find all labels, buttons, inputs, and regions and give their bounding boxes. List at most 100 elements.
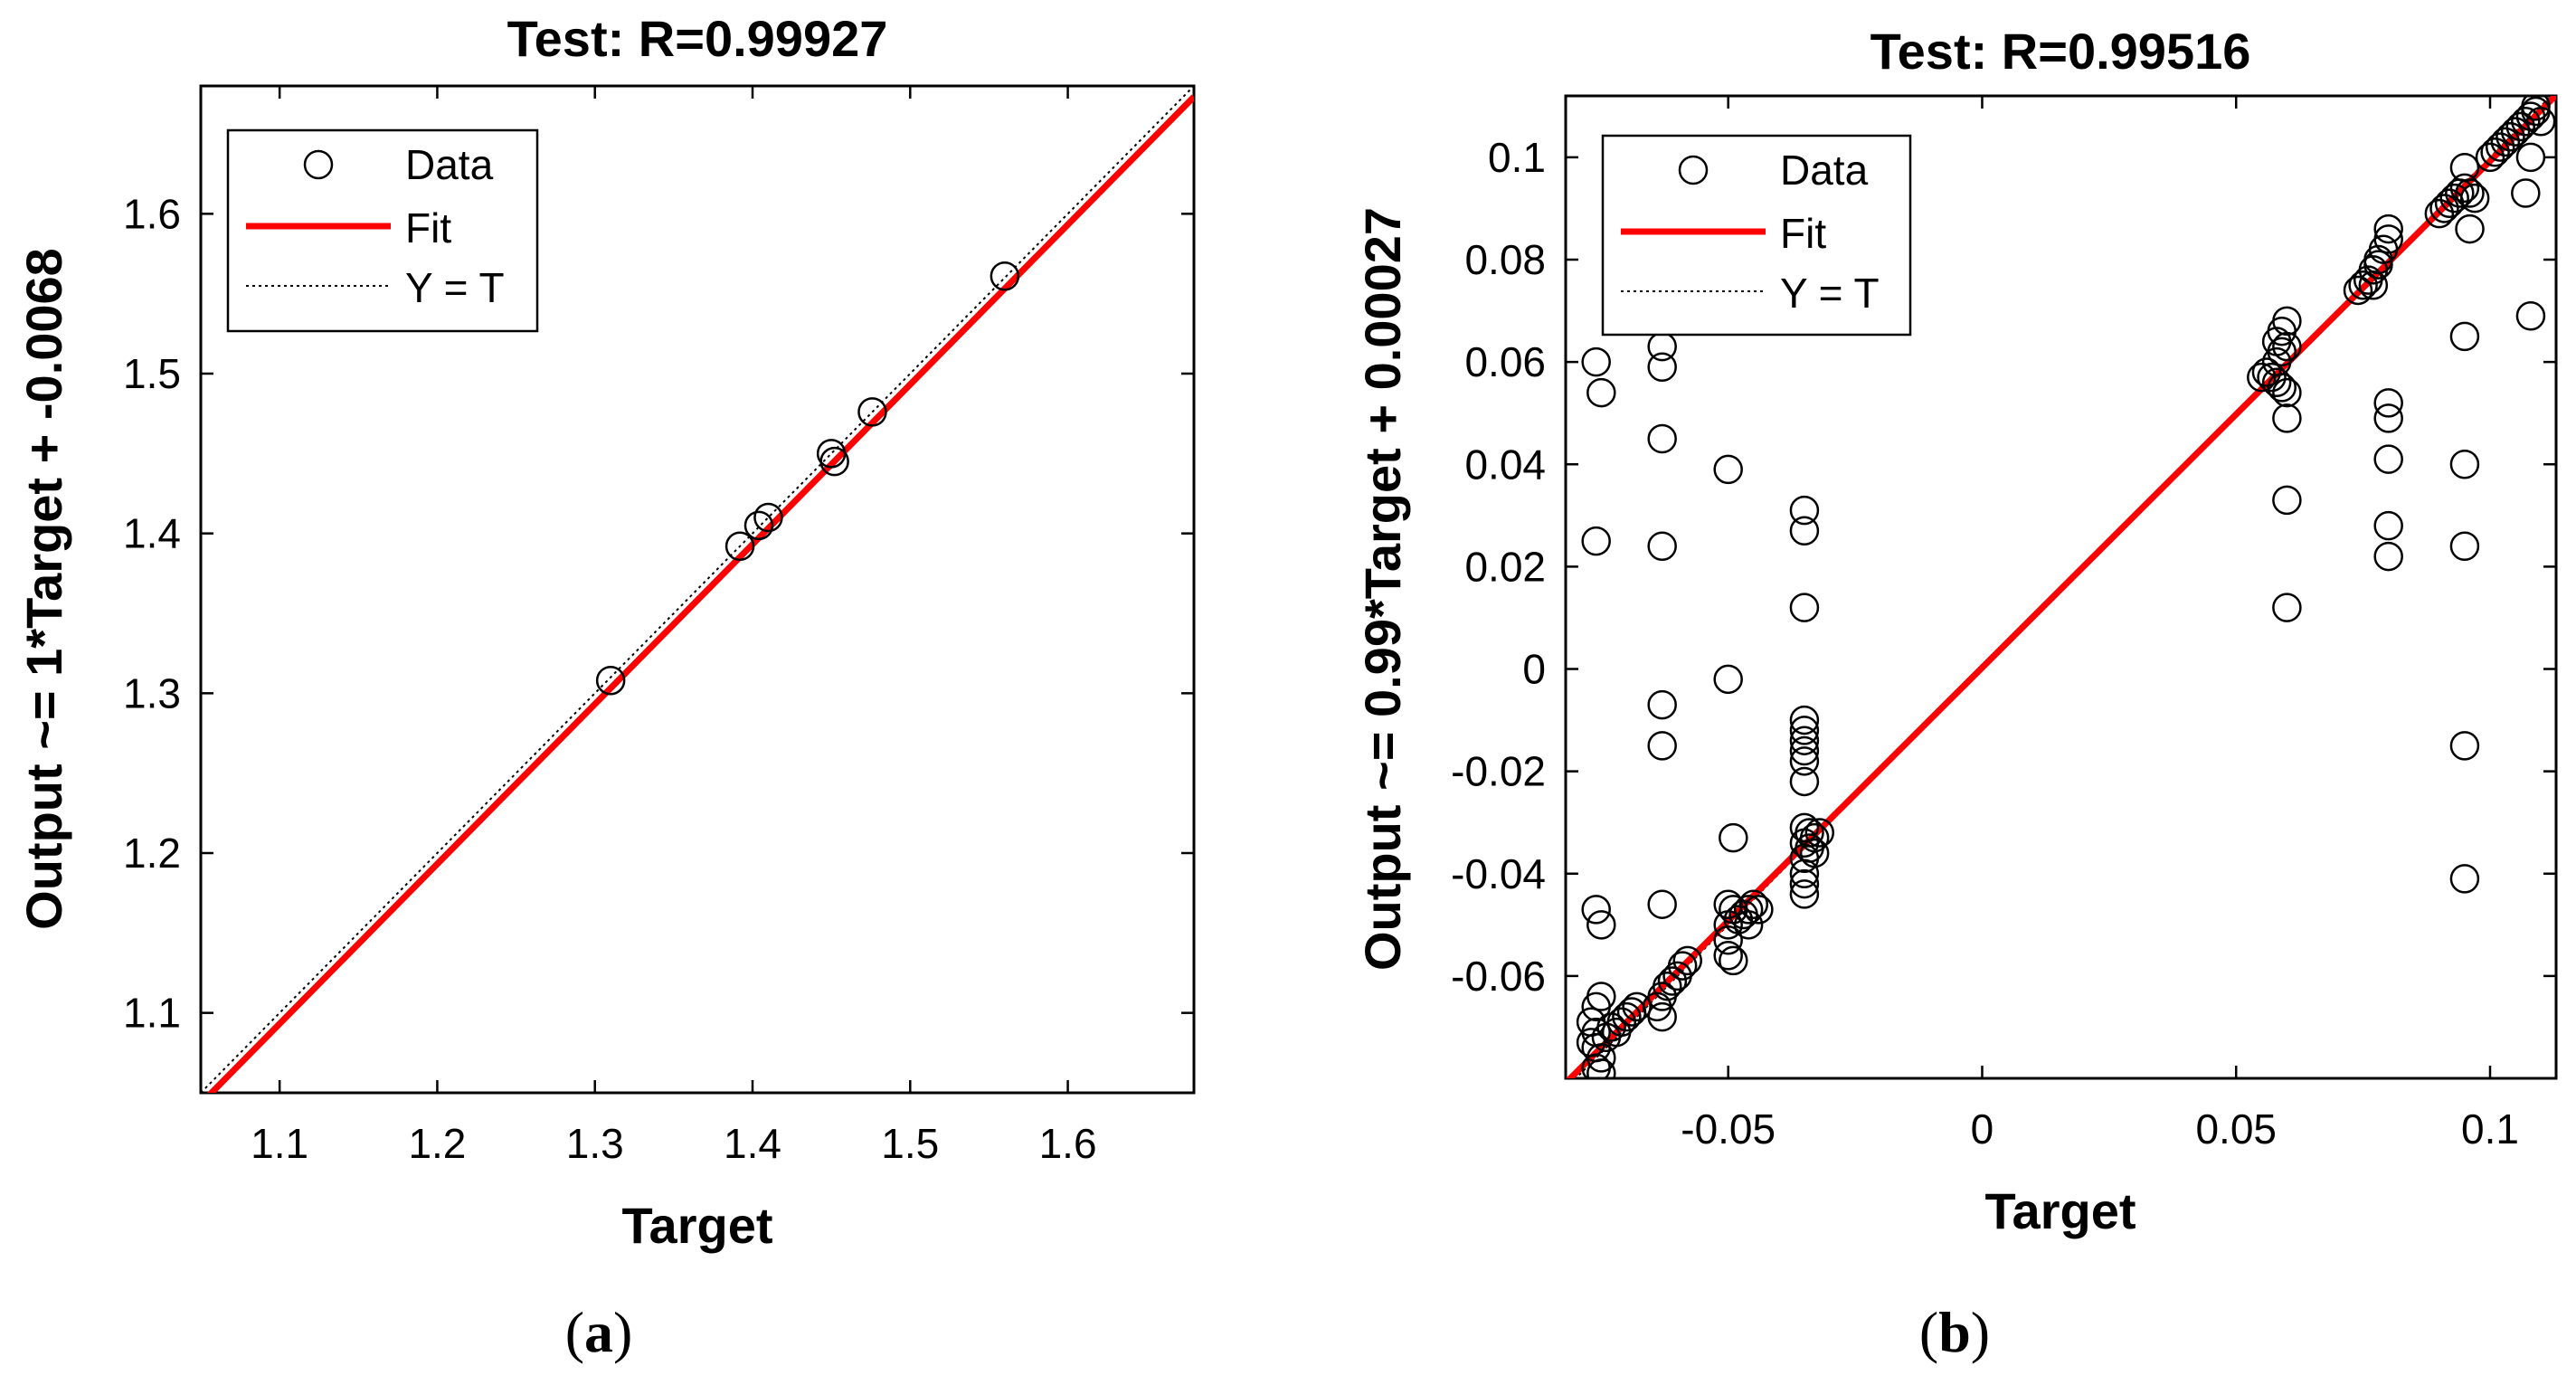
data-point <box>2525 107 2556 137</box>
data-point <box>1586 910 1616 940</box>
data-point <box>2439 183 2469 213</box>
chart-panel-a: Test: R=0.99927 Target Output ~= 1*Targe… <box>15 10 1196 1254</box>
data-point <box>1789 716 1820 745</box>
data-point <box>2475 142 2505 173</box>
legend-b: Data Fit Y = T <box>1601 134 1912 337</box>
data-point <box>2521 96 2551 121</box>
data-point <box>1789 726 1820 755</box>
y-tick-label: -0.06 <box>1451 953 1546 1000</box>
data-point <box>2455 178 2485 208</box>
chart-title-b: Test: R=0.99516 <box>1870 23 2251 80</box>
data-point <box>2343 275 2373 306</box>
x-tick-label: -0.05 <box>1681 1105 1776 1153</box>
data-point <box>1789 766 1820 797</box>
points-b <box>1576 96 2556 1078</box>
data-point <box>1672 945 1703 976</box>
data-point <box>2373 213 2403 244</box>
legend-box <box>1601 134 1912 337</box>
data-point <box>2373 224 2403 254</box>
data-point <box>1733 910 1764 940</box>
data-point <box>1733 895 1764 925</box>
data-point <box>2449 864 2480 894</box>
data-point <box>1789 516 1820 546</box>
x-tick-label: 1.5 <box>881 1120 939 1167</box>
data-point <box>1581 895 1611 925</box>
data-point <box>2429 194 2459 223</box>
data-point <box>2424 198 2455 229</box>
data-point <box>2515 300 2546 331</box>
data-point <box>1713 941 1743 971</box>
data-point <box>819 446 849 477</box>
data-point <box>1789 735 1820 766</box>
data-point <box>2449 321 2480 352</box>
x-tick-label: 1.1 <box>251 1120 308 1167</box>
data-point <box>753 502 783 533</box>
data-point <box>2348 270 2378 300</box>
data-point <box>2261 367 2292 397</box>
lines-a <box>201 86 1194 1093</box>
data-point <box>1647 352 1677 383</box>
data-point <box>1744 895 1774 925</box>
legend-data-marker <box>1678 155 1709 185</box>
data-point <box>990 261 1020 291</box>
x-tick-label: 0.05 <box>2195 1105 2277 1153</box>
data-point <box>1586 1058 1616 1078</box>
data-point <box>1719 945 1748 976</box>
chart-panel-b: Test: R=0.99516 Target Output ~= 0.99*Ta… <box>1354 23 2558 1239</box>
x-tick-label: 1.2 <box>408 1120 466 1167</box>
data-point <box>2459 183 2490 213</box>
data-point <box>1581 526 1611 556</box>
data-point <box>2496 122 2525 152</box>
data-point <box>2490 127 2521 157</box>
x-tick-label: 0 <box>1971 1105 1994 1153</box>
y-tick-label: 1.1 <box>123 990 181 1037</box>
legend-entry-label: Fit <box>405 204 451 251</box>
data-point <box>2449 531 2480 561</box>
panel-caption-b: (b) <box>1919 1300 1990 1364</box>
y-axis-label-a: Output ~= 1*Target + -0.0068 <box>15 248 72 930</box>
data-point <box>1667 951 1698 981</box>
data-point <box>2272 377 2302 408</box>
data-point <box>1647 531 1677 561</box>
y-tick-label: 1.4 <box>123 510 181 557</box>
data-point <box>2449 450 2480 479</box>
legend-entry-label: Fit <box>1780 210 1826 257</box>
data-point <box>1795 818 1824 848</box>
data-point <box>2455 213 2485 244</box>
y-tick-label: 0.1 <box>1488 134 1546 181</box>
x-axis-label-a: Target <box>622 1197 773 1254</box>
data-point <box>2485 132 2515 162</box>
y-tick-label: 1.3 <box>123 669 181 716</box>
data-point <box>2373 541 2403 572</box>
x-tick-label: 1.3 <box>566 1120 624 1167</box>
data-point <box>2272 306 2302 337</box>
data-point <box>2251 357 2282 387</box>
legend-box <box>226 128 539 333</box>
x-axis-label-b: Target <box>1985 1182 2136 1239</box>
legend-entry-label: Y = T <box>1780 270 1880 317</box>
panel-caption-a: (a) <box>565 1300 633 1364</box>
identity-line <box>201 86 1194 1093</box>
panel-caption-a-letter: a <box>584 1300 613 1364</box>
data-point <box>1738 889 1769 919</box>
x-tick-label: 0.1 <box>2461 1105 2519 1153</box>
x-tick-label: 1.6 <box>1039 1120 1097 1167</box>
data-point <box>857 397 887 427</box>
data-point <box>2272 485 2302 516</box>
data-point <box>1612 1001 1642 1032</box>
data-point <box>2449 731 2480 761</box>
points-a <box>595 261 1020 696</box>
data-point <box>743 510 774 541</box>
y-tick-label: 0.08 <box>1464 236 1546 283</box>
legend-entry-label: Y = T <box>405 264 505 311</box>
data-point <box>1789 746 1820 776</box>
data-point <box>2480 137 2510 167</box>
chart-title-a: Test: R=0.99927 <box>507 10 888 67</box>
data-point <box>1789 705 1820 735</box>
data-point <box>1804 818 1835 848</box>
data-point <box>2500 117 2531 147</box>
data-point <box>2272 593 2302 622</box>
data-point <box>2257 362 2287 393</box>
data-point <box>1789 495 1820 526</box>
data-point <box>2358 270 2389 300</box>
